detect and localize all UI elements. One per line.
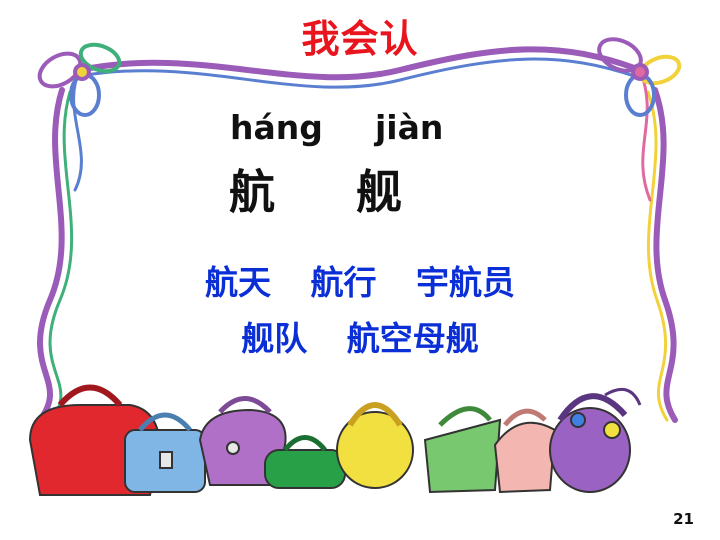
words-row-2: 舰队 航空母舰 (0, 312, 720, 360)
word-item: 航空母舰 (346, 319, 479, 358)
pinyin-jian: jiàn (375, 108, 444, 147)
word-item: 舰队 (241, 319, 308, 358)
character-hang: 航 (229, 165, 275, 219)
word-item: 航天 (205, 263, 271, 302)
word-item: 宇航员 (416, 263, 515, 302)
bow-icon (37, 42, 122, 117)
character-jian: 舰 (356, 165, 402, 219)
word-item: 航行 (310, 263, 377, 302)
pinyin-hang: háng (230, 108, 323, 147)
page-number: 21 (673, 510, 694, 528)
page-title: 我会认 (301, 17, 419, 61)
words-row-1: 航天 航行 宇航员 (0, 256, 720, 304)
